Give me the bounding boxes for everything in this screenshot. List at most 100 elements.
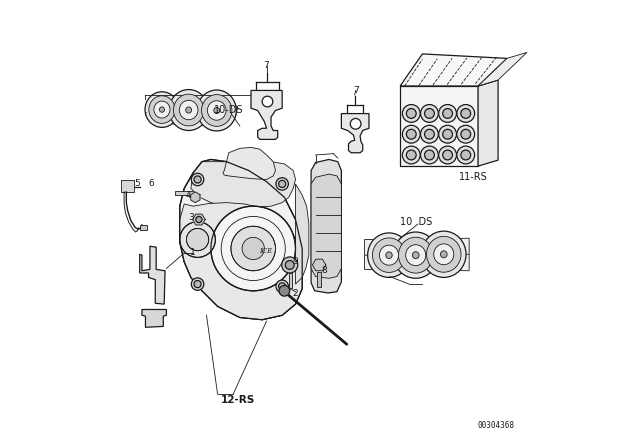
Circle shape: [403, 104, 420, 122]
Text: 12-RS: 12-RS: [221, 395, 255, 405]
Ellipse shape: [372, 238, 406, 272]
Text: 9: 9: [292, 257, 298, 267]
Polygon shape: [312, 259, 326, 271]
Circle shape: [196, 216, 202, 223]
Text: 7: 7: [353, 86, 358, 95]
Polygon shape: [175, 190, 193, 194]
Circle shape: [424, 108, 435, 118]
Text: 7: 7: [264, 61, 269, 70]
Circle shape: [443, 108, 452, 118]
Text: 5: 5: [134, 180, 140, 189]
Circle shape: [457, 146, 475, 164]
Circle shape: [457, 125, 475, 143]
Circle shape: [424, 150, 435, 160]
Circle shape: [443, 150, 452, 160]
Circle shape: [420, 125, 438, 143]
Circle shape: [438, 104, 456, 122]
Ellipse shape: [214, 108, 220, 113]
Circle shape: [461, 150, 470, 160]
Polygon shape: [142, 310, 166, 327]
Circle shape: [461, 108, 470, 118]
Circle shape: [191, 173, 204, 186]
Polygon shape: [140, 225, 147, 230]
Ellipse shape: [197, 90, 236, 131]
Text: 10-DS: 10-DS: [214, 105, 243, 116]
Circle shape: [279, 285, 290, 296]
Circle shape: [438, 125, 456, 143]
Ellipse shape: [440, 251, 447, 258]
Ellipse shape: [149, 96, 175, 123]
Circle shape: [194, 280, 201, 288]
Ellipse shape: [422, 231, 466, 277]
Ellipse shape: [406, 245, 426, 266]
Text: 1: 1: [190, 249, 196, 258]
Circle shape: [242, 237, 264, 260]
Ellipse shape: [386, 252, 392, 258]
Circle shape: [457, 104, 475, 122]
Circle shape: [278, 283, 285, 290]
Text: 10  DS: 10 DS: [399, 217, 432, 227]
Ellipse shape: [207, 101, 226, 120]
Polygon shape: [251, 90, 282, 139]
Circle shape: [180, 222, 216, 258]
Text: 3: 3: [188, 213, 194, 222]
Polygon shape: [365, 238, 469, 271]
Polygon shape: [193, 214, 205, 225]
Ellipse shape: [367, 233, 410, 277]
Text: 11-RS: 11-RS: [460, 172, 488, 182]
Polygon shape: [311, 174, 341, 278]
Polygon shape: [478, 80, 498, 166]
Polygon shape: [289, 273, 292, 288]
Polygon shape: [400, 86, 478, 166]
Polygon shape: [120, 181, 134, 192]
Circle shape: [406, 108, 416, 118]
Ellipse shape: [394, 232, 438, 278]
Circle shape: [424, 129, 435, 139]
Polygon shape: [341, 114, 369, 153]
Ellipse shape: [145, 92, 179, 127]
Ellipse shape: [169, 90, 208, 130]
Polygon shape: [400, 54, 507, 86]
Circle shape: [420, 104, 438, 122]
Text: ICE: ICE: [259, 247, 272, 255]
Text: 8: 8: [321, 266, 327, 275]
Polygon shape: [317, 271, 321, 287]
Polygon shape: [223, 147, 275, 180]
Circle shape: [278, 181, 285, 188]
Ellipse shape: [202, 95, 232, 126]
Ellipse shape: [426, 237, 461, 272]
Polygon shape: [191, 162, 296, 207]
Circle shape: [194, 176, 201, 183]
Text: 4: 4: [186, 190, 191, 199]
Circle shape: [276, 280, 289, 293]
Circle shape: [406, 150, 416, 160]
Ellipse shape: [159, 107, 164, 112]
Polygon shape: [191, 192, 200, 202]
Circle shape: [285, 260, 294, 269]
Ellipse shape: [399, 237, 433, 273]
Polygon shape: [400, 80, 498, 86]
Ellipse shape: [434, 244, 454, 265]
Circle shape: [262, 96, 273, 107]
Text: 6: 6: [148, 180, 154, 189]
Circle shape: [443, 129, 452, 139]
Polygon shape: [180, 159, 302, 320]
Circle shape: [231, 226, 275, 271]
Ellipse shape: [380, 245, 399, 265]
Circle shape: [191, 278, 204, 290]
Circle shape: [420, 146, 438, 164]
Circle shape: [438, 146, 456, 164]
Polygon shape: [478, 52, 527, 86]
Polygon shape: [180, 202, 302, 320]
Text: 00304368: 00304368: [477, 421, 515, 430]
Circle shape: [186, 228, 209, 251]
Circle shape: [403, 125, 420, 143]
Circle shape: [276, 178, 289, 190]
Ellipse shape: [179, 100, 198, 120]
Circle shape: [406, 129, 416, 139]
Polygon shape: [145, 96, 237, 125]
Polygon shape: [311, 159, 341, 293]
Circle shape: [350, 118, 361, 129]
Ellipse shape: [154, 101, 170, 118]
Circle shape: [282, 257, 298, 273]
